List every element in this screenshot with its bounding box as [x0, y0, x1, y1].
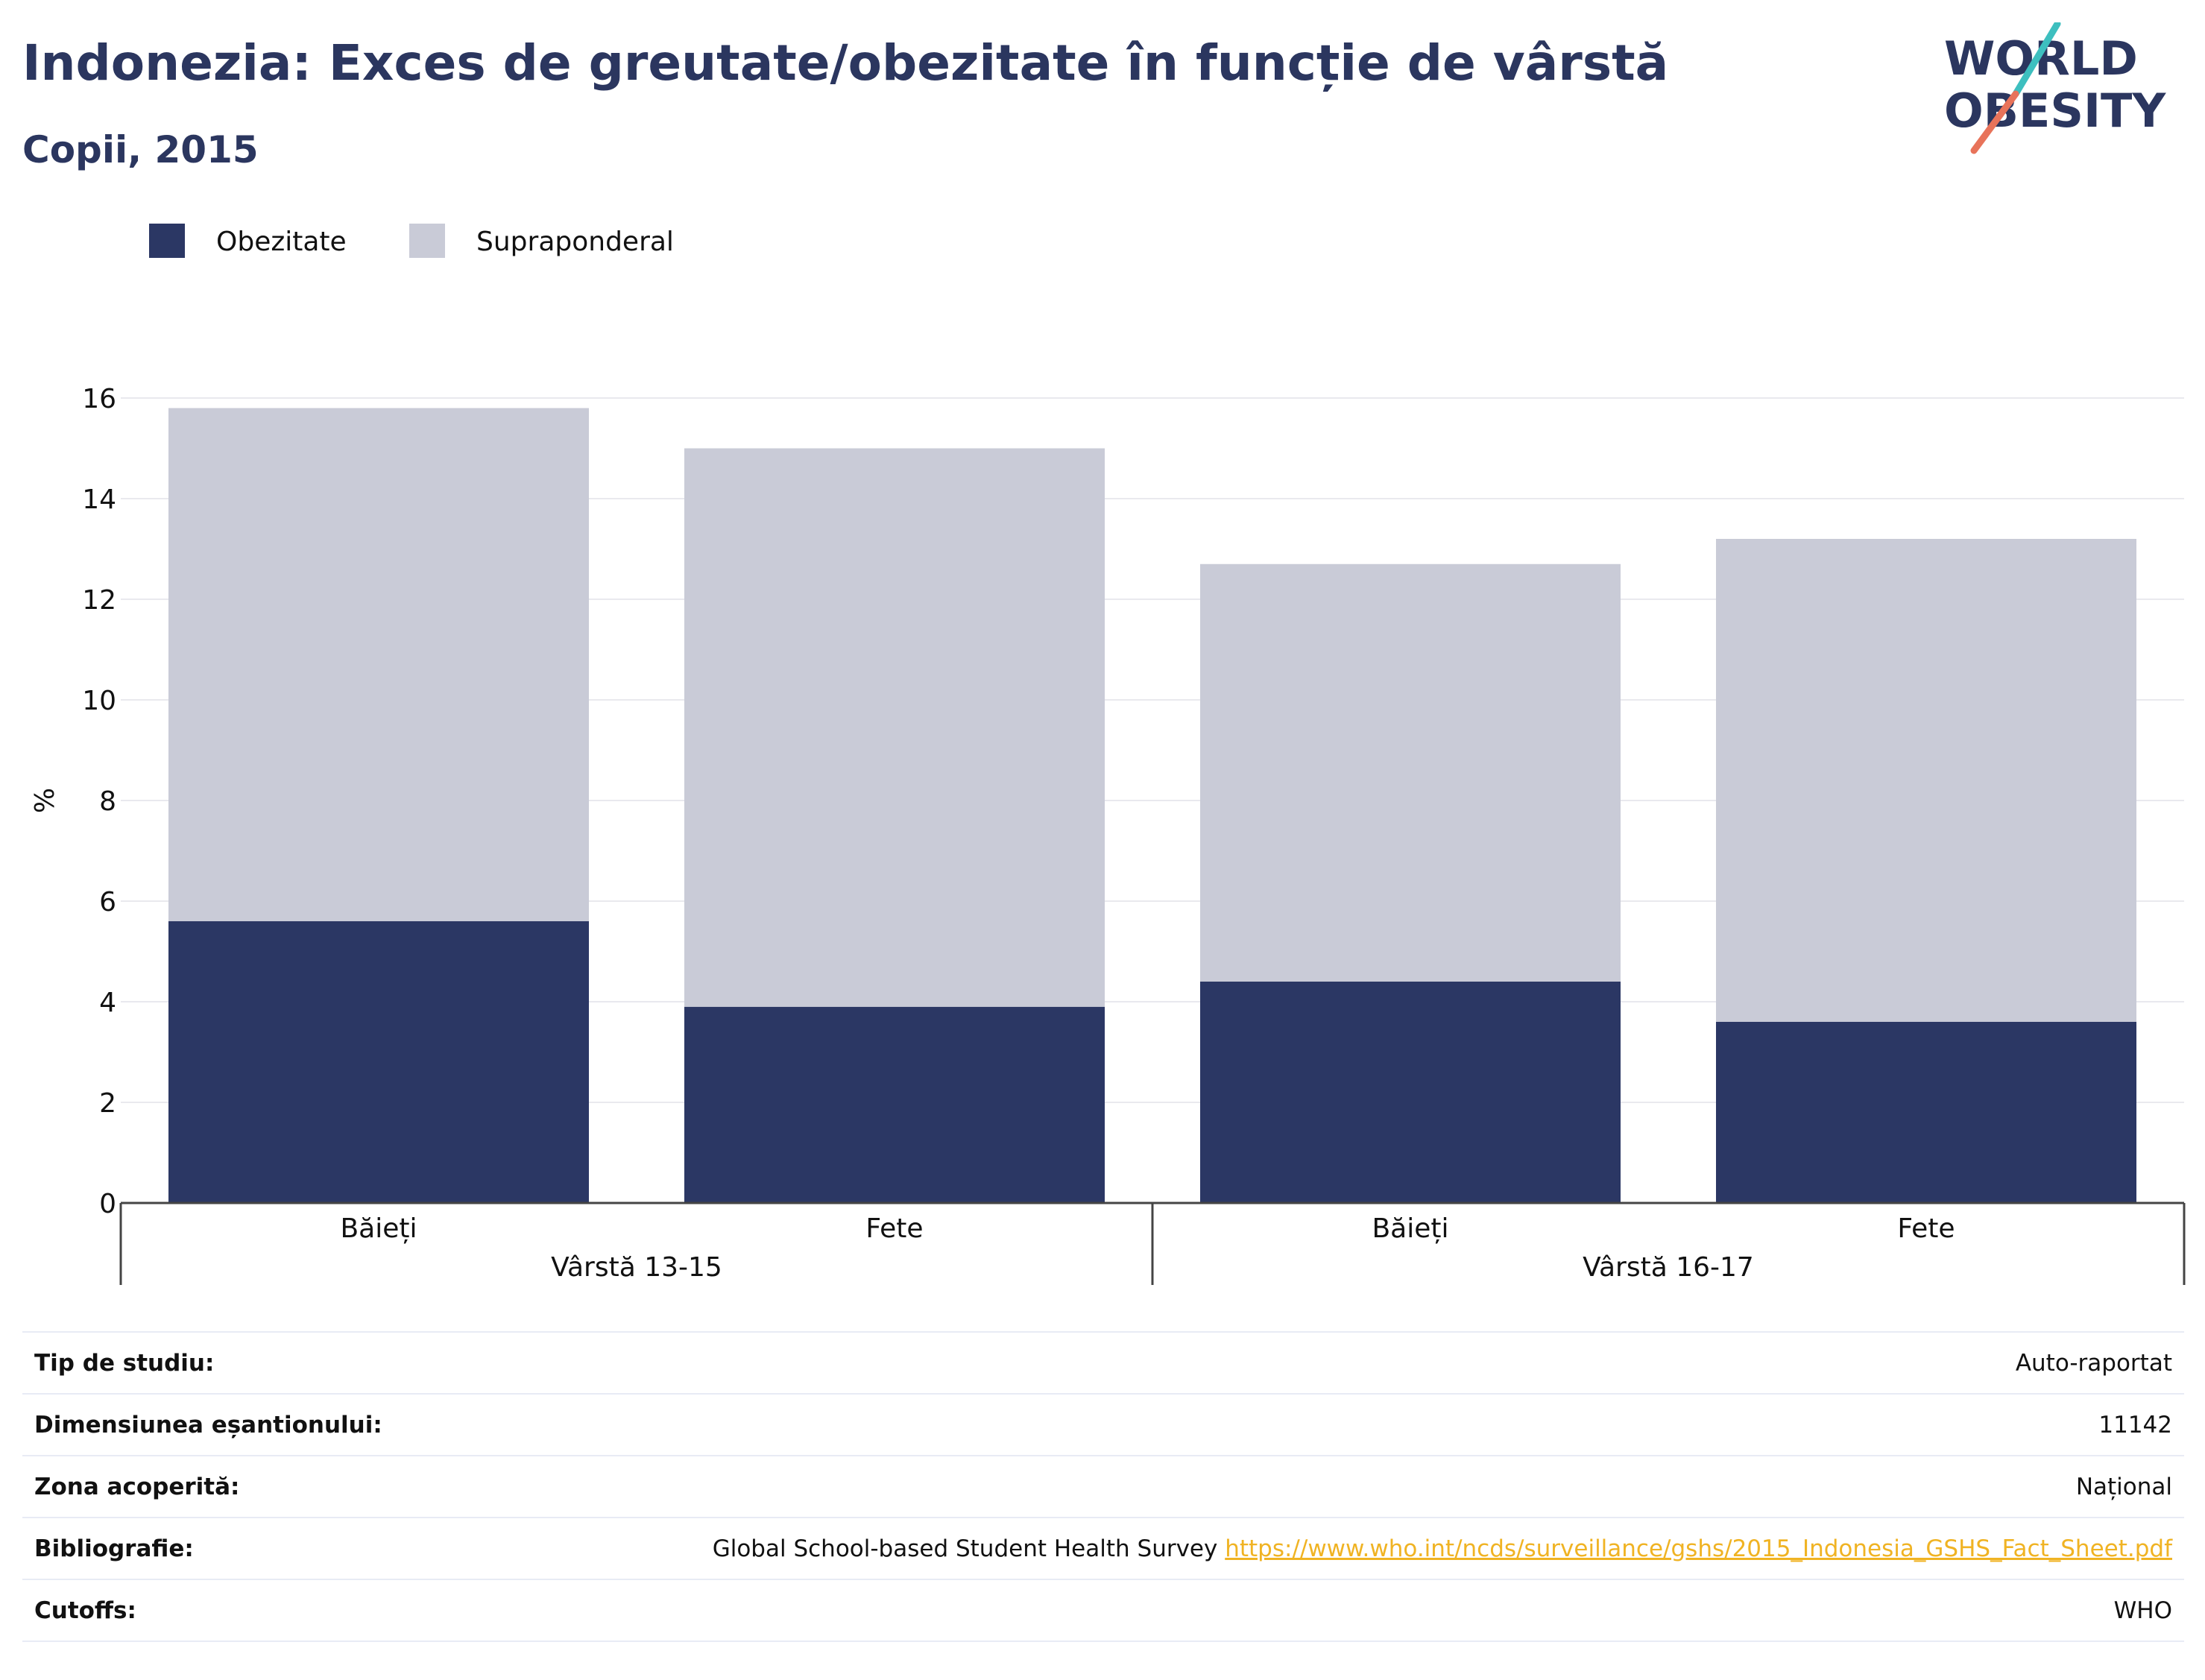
y-tick-label: 6 — [99, 887, 116, 918]
legend: Obezitate Supraponderal — [149, 224, 674, 258]
y-tick-label: 4 — [99, 988, 116, 1018]
y-tick-label: 14 — [82, 484, 116, 515]
x-group-label: Vârstă 13-15 — [551, 1252, 722, 1283]
bar-obezitate — [684, 1006, 1105, 1203]
x-group-label: Vârstă 16-17 — [1583, 1252, 1754, 1283]
y-axis: 0 2 4 6 8 10 12 14 16% — [30, 384, 116, 1219]
legend-label: Supraponderal — [476, 227, 674, 257]
y-tick-label: 2 — [99, 1088, 116, 1119]
info-row-sample-size: Dimensiunea eșantionului: 11142 — [22, 1394, 2184, 1456]
info-value: Global School-based Student Health Surve… — [448, 1518, 2184, 1579]
x-tick-label: Băieți — [1372, 1213, 1448, 1244]
y-tick-label: 16 — [82, 384, 116, 414]
bar-chart: Obezitate Supraponderal 0 2 4 6 8 10 12 14 16% Bă… — [30, 224, 2186, 1285]
x-axis: Băieți Fete Băieți Fete Vârstă 13-15 Vârstă 1… — [119, 1201, 2186, 1285]
info-row-cutoffs: Cutoffs: WHO — [22, 1579, 2184, 1641]
info-value: WHO — [2113, 1597, 2172, 1624]
chart-subtitle: Copii, 2015 — [22, 128, 259, 171]
legend-swatch — [409, 224, 445, 258]
bar-obezitate — [1200, 982, 1621, 1203]
logo-slash-bottom — [1970, 90, 2019, 154]
bar-supraponderal — [684, 448, 1105, 1007]
info-value: Auto-raportat — [2015, 1349, 2172, 1377]
info-label: Bibliografie: — [34, 1535, 194, 1562]
info-value: 11142 — [2098, 1411, 2172, 1439]
y-tick-label: 0 — [99, 1189, 116, 1219]
x-tick-label: Fete — [1897, 1213, 1955, 1244]
y-tick-label: 12 — [82, 585, 116, 616]
y-axis-label: % — [30, 788, 60, 813]
bars — [168, 408, 2136, 1203]
info-value: Național — [2075, 1473, 2172, 1500]
info-label: Dimensiunea eșantionului: — [34, 1411, 382, 1439]
logo-line1: WORLD — [1944, 31, 2138, 86]
info-label: Zona acoperită: — [34, 1473, 240, 1500]
bibliography-link[interactable]: https://www.who.int/ncds/surveillance/gs… — [1225, 1535, 2172, 1562]
world-obesity-logo: WORLD OBESITY — [1944, 22, 2166, 154]
logo-line2: OBESITY — [1944, 83, 2166, 138]
legend-label: Obezitate — [216, 227, 347, 257]
bar-supraponderal — [168, 408, 589, 921]
info-label: Tip de studiu: — [34, 1349, 215, 1377]
info-row-study-type: Tip de studiu: Auto-raportat — [22, 1332, 2184, 1394]
info-label: Cutoffs: — [34, 1597, 136, 1624]
chart-title: Indonezia: Exces de greutate/obezitate î… — [22, 34, 1669, 92]
info-row-coverage: Zona acoperită: Național — [22, 1456, 2184, 1518]
bar-supraponderal — [1200, 563, 1621, 982]
y-tick-label: 8 — [99, 786, 116, 817]
x-tick-label: Băieți — [340, 1213, 417, 1244]
bar-obezitate — [168, 921, 589, 1203]
logo-slash-top — [2012, 22, 2061, 98]
bar-obezitate — [1716, 1022, 2136, 1203]
bar-supraponderal — [1716, 539, 2136, 1022]
y-tick-label: 10 — [82, 686, 116, 716]
info-table: Tip de studiu: Auto-raportat Dimensiunea… — [22, 1331, 2184, 1642]
info-row-bibliography: Bibliografie: Global School-based Studen… — [22, 1518, 2184, 1579]
bibliography-text: Global School-based Student Health Surve… — [712, 1535, 1218, 1562]
x-tick-label: Fete — [865, 1213, 923, 1244]
legend-swatch — [149, 224, 185, 258]
